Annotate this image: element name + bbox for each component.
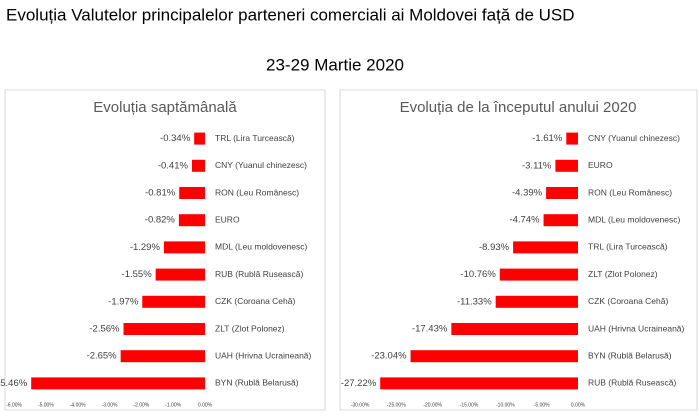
page-title: Evoluția Valutelor principalelor partene…	[6, 5, 575, 24]
value-label: -1.55%	[122, 269, 153, 280]
x-tick-label: -25.00%	[387, 402, 406, 408]
value-label: -0.34%	[160, 133, 191, 144]
value-label: -23.04%	[371, 351, 407, 362]
bar	[566, 132, 578, 145]
value-label: -2.56%	[89, 324, 120, 335]
category-label: CZK (Coroana Cehă)	[588, 296, 668, 306]
category-label: UAH (Hrivna Ucraineană)	[588, 323, 685, 333]
x-tick-label: -20.00%	[423, 402, 442, 408]
category-label: RON (Leu Românesc)	[588, 187, 672, 197]
category-label: RUB (Rublă Rusească)	[588, 378, 677, 388]
value-label: -10.76%	[460, 269, 496, 280]
x-tick-label: -1.00%	[165, 402, 181, 408]
bar	[179, 187, 205, 199]
category-label: CNY (Yuanul chinezesc)	[215, 160, 307, 170]
category-label: ZLT (Zlot Polonez)	[215, 323, 285, 333]
bar	[451, 323, 578, 335]
x-tick-label: 0.00%	[198, 402, 213, 408]
bar	[31, 377, 205, 390]
category-label: BYN (Rublă Belarusă)	[588, 350, 672, 360]
bar	[191, 159, 205, 172]
x-tick-label: -4.00%	[70, 402, 86, 408]
category-label: TRL (Lira Turcească)	[588, 242, 668, 252]
bar	[178, 214, 205, 227]
panel	[4, 89, 326, 411]
category-label: EURO	[588, 160, 613, 170]
value-label: -5.46%	[0, 378, 28, 389]
category-label: EURO	[215, 214, 240, 224]
bar	[495, 295, 578, 308]
bar	[155, 268, 205, 281]
value-label: -4.39%	[512, 188, 543, 199]
value-label: -4.74%	[509, 215, 540, 226]
bar	[142, 295, 205, 308]
value-label: -1.61%	[532, 133, 563, 144]
value-label: -1.29%	[130, 242, 161, 253]
category-label: RON (Leu Românesc)	[215, 187, 299, 197]
category-label: CZK (Coroana Cehă)	[215, 296, 295, 306]
bar	[123, 323, 205, 335]
bar	[410, 350, 578, 363]
x-tick-label: -5.00%	[534, 402, 550, 408]
category-label: MDL (Leu moldovenesc)	[215, 242, 307, 252]
bar	[546, 187, 578, 199]
chart-title: Evoluția saptămânală	[93, 99, 237, 116]
category-label: BYN (Rublă Belarusă)	[215, 378, 299, 388]
value-label: -27.22%	[341, 378, 377, 389]
bar	[513, 241, 578, 254]
bar	[163, 241, 205, 254]
bar	[120, 350, 205, 363]
bar	[543, 214, 578, 227]
bar	[194, 132, 205, 145]
x-tick-label: -3.00%	[102, 402, 118, 408]
value-label: -3.11%	[522, 160, 552, 171]
value-label: -2.65%	[87, 351, 118, 362]
bar	[499, 268, 578, 281]
bar	[380, 377, 578, 390]
category-label: TRL (Lira Turcească)	[215, 133, 295, 143]
x-tick-label: -2.00%	[133, 402, 149, 408]
value-label: -1.97%	[108, 296, 139, 307]
category-label: UAH (Hrivna Ucraineană)	[215, 350, 312, 360]
category-label: ZLT (Zlot Polonez)	[588, 269, 658, 279]
x-tick-label: -30.00%	[351, 402, 370, 408]
chart-title: Evoluția de la începutul anului 2020	[400, 99, 637, 116]
value-label: -8.93%	[479, 242, 510, 253]
x-tick-label: -10.00%	[496, 402, 515, 408]
value-label: -0.41%	[158, 160, 189, 171]
value-label: -0.82%	[145, 215, 176, 226]
x-tick-label: -5.00%	[38, 402, 54, 408]
page-subtitle: 23-29 Martie 2020	[266, 55, 404, 74]
x-tick-label: -6.00%	[6, 402, 22, 408]
value-label: -11.33%	[457, 296, 492, 307]
category-label: RUB (Rublă Rusească)	[215, 269, 304, 279]
x-tick-label: 0.00%	[571, 402, 586, 408]
x-tick-label: -15.00%	[460, 402, 479, 408]
value-label: -17.43%	[412, 324, 448, 335]
category-label: CNY (Yuanul chinezesc)	[588, 133, 680, 143]
category-label: MDL (Leu moldovenesc)	[588, 214, 680, 224]
value-label: -0.81%	[145, 188, 176, 199]
bar	[555, 159, 578, 172]
panel	[339, 89, 698, 411]
